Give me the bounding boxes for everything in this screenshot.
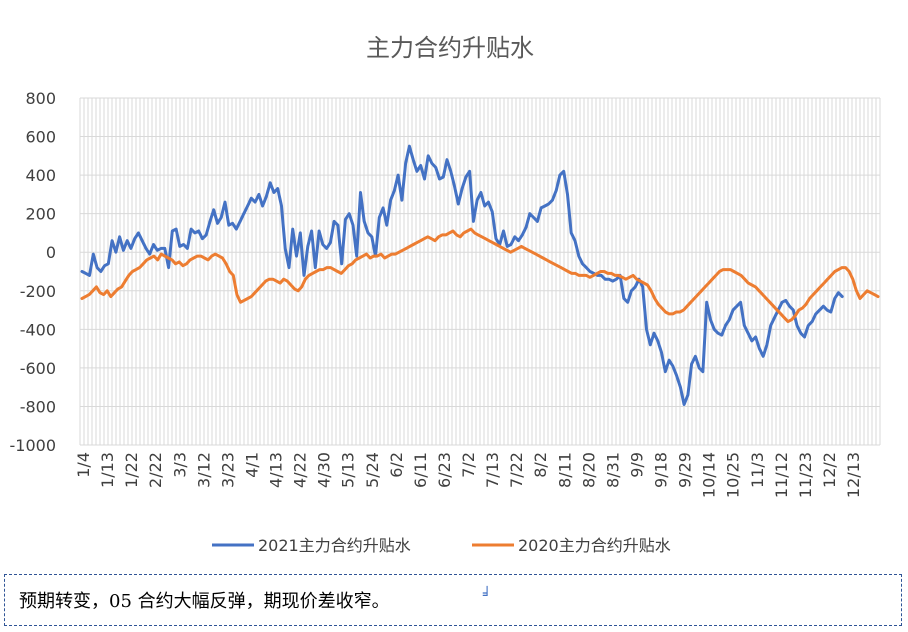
x-tick-label: 8/11 [555, 452, 574, 488]
plot-area: 800 600 400 200 0 -200 -400 -600 -800 -1000 1/4 1/1… [10, 89, 881, 498]
x-tick-label: 10/25 [724, 452, 743, 498]
series-line-2 [80, 227, 880, 324]
x-tick-label: 11/12 [772, 452, 791, 498]
x-tick-label: 12/13 [844, 452, 863, 498]
x-tick-label: 11/23 [796, 452, 815, 498]
x-tick-label: 1/4 [74, 452, 93, 478]
x-tick-label: 4/13 [267, 452, 286, 488]
y-tick-label: 800 [25, 89, 56, 108]
x-tick-label: 6/11 [411, 452, 430, 488]
x-tick-label: 7/13 [483, 452, 502, 488]
legend: 2021主力合约升贴水 2020主力合约升贴水 [212, 536, 671, 555]
x-tick-label: 9/29 [676, 452, 695, 488]
y-tick-label: -800 [20, 397, 56, 416]
x-tick-label: 6/2 [387, 452, 406, 478]
x-tick-label: 12/2 [820, 452, 839, 488]
x-tick-label: 9/18 [652, 452, 671, 488]
x-tick-label: 10/14 [700, 452, 719, 498]
x-tick-label: 5/24 [363, 452, 382, 488]
x-tick-label: 3/12 [194, 452, 213, 488]
x-tick-label: 8/31 [603, 452, 622, 488]
x-tick-label: 2/22 [146, 452, 165, 488]
chart-title: 主力合约升贴水 [366, 34, 534, 62]
y-tick-label: -600 [20, 359, 56, 378]
series-line-1 [80, 144, 844, 406]
x-tick-label: 3/23 [218, 452, 237, 488]
x-tick-label: 4/30 [315, 452, 334, 488]
x-tick-label: 7/2 [459, 452, 478, 478]
x-tick-label: 4/22 [291, 452, 310, 488]
x-tick-label: 8/20 [579, 452, 598, 488]
x-tick-label: 7/22 [507, 452, 526, 488]
x-tick-label: 3/3 [170, 452, 189, 478]
y-tick-label: 0 [46, 243, 56, 262]
y-tick-label: -200 [20, 282, 56, 301]
caption-text: 预期转变，05 合约大幅反弹，期现价差收窄。 [19, 591, 390, 612]
x-tick-label: 8/2 [531, 452, 550, 478]
x-tick-label: 6/23 [435, 452, 454, 488]
x-tick-label: 1/13 [98, 452, 117, 488]
legend-label-2: 2020主力合约升贴水 [518, 536, 671, 555]
x-tick-label: 1/22 [122, 452, 141, 488]
y-tick-label: -1000 [10, 436, 57, 455]
y-tick-label: -400 [20, 320, 56, 339]
caption-cursor-mark: ╛ [483, 587, 492, 603]
y-tick-label: 200 [25, 205, 56, 224]
x-tick-label: 5/13 [339, 452, 358, 488]
caption-box: 预期转变，05 合约大幅反弹，期现价差收窄。 ╛ [4, 574, 902, 626]
chart-canvas: 主力合约升贴水 800 600 400 200 0 -200 -400 -600 -800 -10… [9, 34, 881, 555]
legend-label-1: 2021主力合约升贴水 [258, 536, 411, 555]
x-tick-label: 9/9 [627, 452, 646, 478]
x-tick-label: 11/3 [748, 452, 767, 488]
y-tick-label: 600 [25, 128, 56, 147]
x-tick-label: 4/1 [242, 452, 261, 478]
y-tick-label: 400 [25, 166, 56, 185]
